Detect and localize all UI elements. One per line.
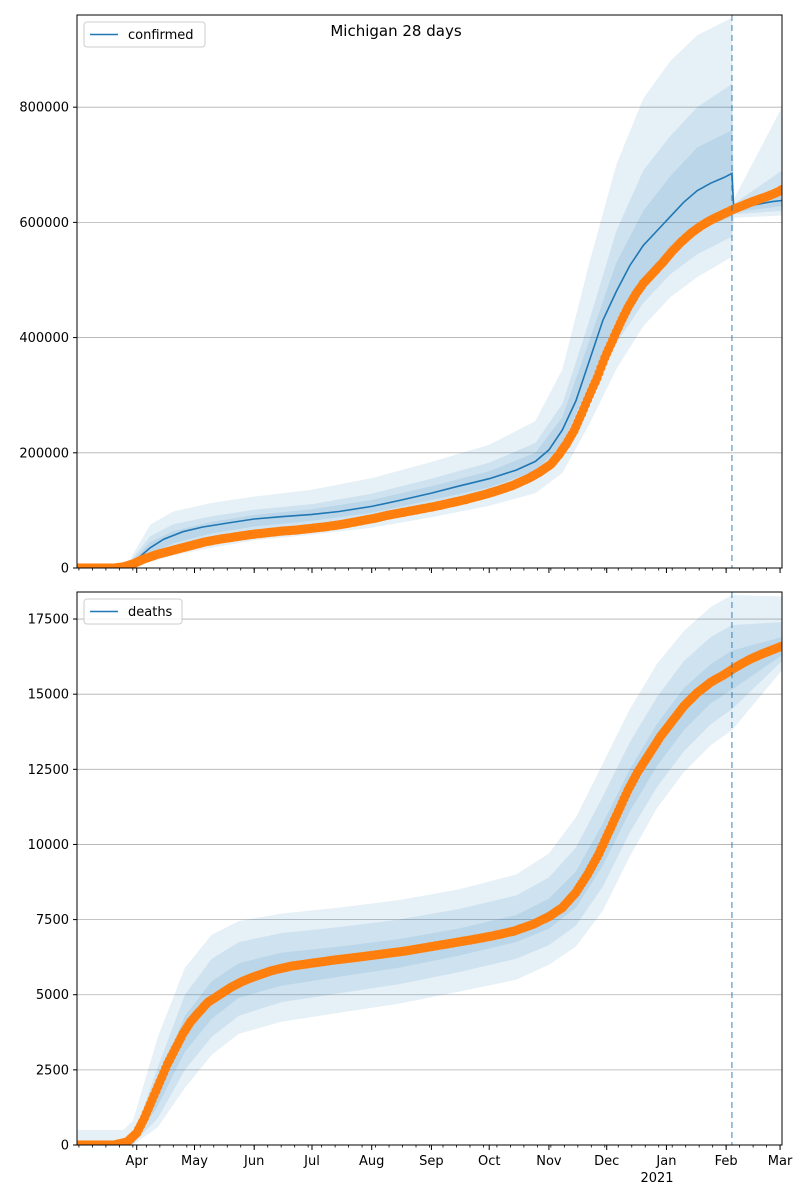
legend-label: confirmed	[128, 28, 194, 43]
legend: deaths	[83, 598, 183, 625]
uncertainty-band-inner	[77, 130, 782, 568]
model-line-confirmed	[77, 172, 782, 568]
x-tick-label: Mar	[768, 1154, 793, 1169]
chart-title: Michigan 28 days	[330, 22, 461, 40]
x-tick-label: Dec	[594, 1154, 619, 1169]
y-tick-label: 15000	[28, 688, 69, 703]
x-tick-label: Nov	[536, 1154, 562, 1169]
y-tick-label: 17500	[28, 613, 69, 628]
x-tick-label: Feb	[715, 1154, 738, 1169]
y-tick-label: 0	[61, 1139, 69, 1154]
uncertainty-band-outer	[77, 595, 782, 1145]
y-tick-label: 5000	[36, 988, 69, 1003]
x-tick-label: Aug	[359, 1154, 384, 1169]
legend-box	[83, 21, 206, 48]
uncertainty-band-middle	[77, 84, 782, 568]
observed-point	[777, 184, 782, 195]
x-tick-label: Jun	[243, 1154, 264, 1169]
legend: confirmed	[83, 21, 206, 48]
x-tick-label: Jan	[655, 1154, 676, 1169]
x-year-label: 2021	[640, 1171, 673, 1186]
y-tick-label: 200000	[19, 446, 69, 461]
y-tick-label: 7500	[36, 913, 69, 928]
deaths-panel: 0 2500 5000 7500 10000 12500 15000 17500 Apr May J…	[28, 591, 793, 1169]
y-tick-label: 12500	[28, 763, 69, 778]
y-tick-label: 400000	[19, 331, 69, 346]
uncertainty-band-middle	[77, 622, 782, 1145]
legend-label: deaths	[128, 605, 173, 620]
y-tick-label: 800000	[19, 101, 69, 116]
x-tick-label: Jul	[303, 1154, 320, 1169]
y-tick-label: 2500	[36, 1063, 69, 1078]
x-tick-label: Sep	[419, 1154, 444, 1169]
y-tick-label: 10000	[28, 838, 69, 853]
y-tick-label: 600000	[19, 216, 69, 231]
x-tick-label: Apr	[125, 1154, 148, 1169]
observed-point	[777, 641, 782, 651]
plot-area	[77, 595, 782, 1145]
uncertainty-band-inner	[77, 637, 782, 1145]
x-tick-label: Oct	[478, 1154, 500, 1169]
x-tick-label: May	[181, 1154, 208, 1169]
confirmed-panel: 0 200000 400000 600000 800000 confirmed	[19, 14, 783, 577]
plot-area	[77, 17, 782, 568]
y-tick-label: 0	[61, 562, 69, 577]
legend-box	[83, 598, 183, 625]
